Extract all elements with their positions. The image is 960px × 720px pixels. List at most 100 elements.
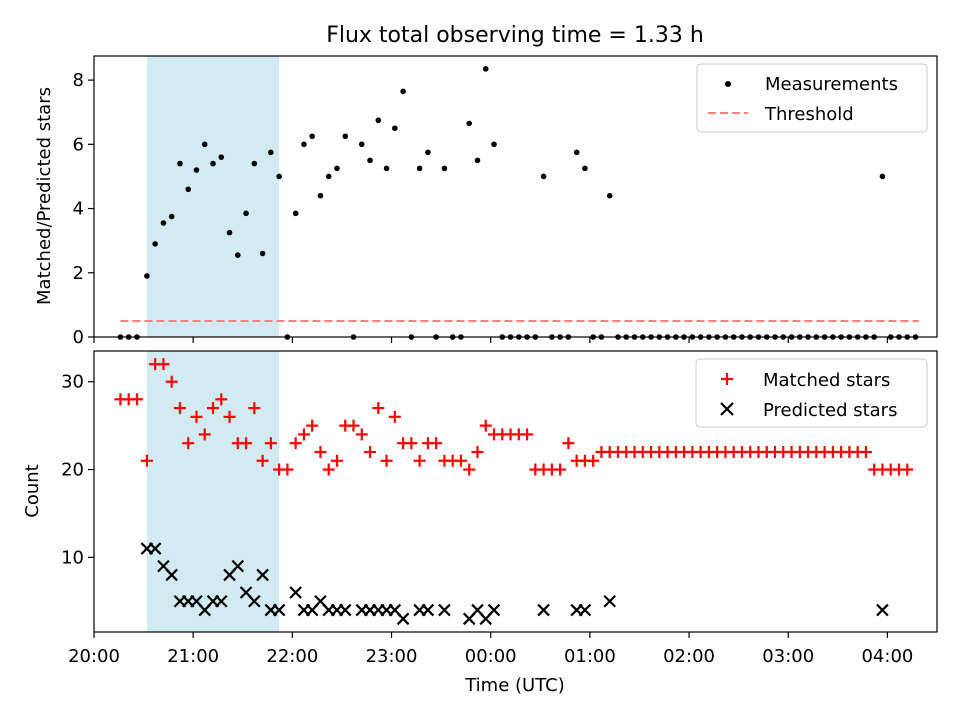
measurement-point	[334, 165, 340, 172]
predicted-star-point	[603, 594, 616, 608]
bottom-panel: 10 20 30 20:00 21:00 22:00 23:00 00:00 01:00 02:…	[22, 350, 938, 696]
matched-star-point	[306, 419, 319, 432]
measurement-point	[317, 192, 324, 199]
top-legend-box	[696, 63, 928, 133]
measurement-point	[540, 173, 547, 180]
predicted-star-point	[289, 586, 302, 599]
matched-star-point	[463, 463, 476, 476]
matched-star-point	[521, 428, 534, 441]
legend-threshold-label: Threshold	[764, 104, 854, 125]
matched-star-point	[264, 437, 277, 450]
measurement-point	[218, 154, 225, 160]
measurement-point	[235, 252, 241, 258]
top-x-ticks	[93, 337, 889, 343]
measurement-point	[309, 133, 315, 140]
predicted-star-point	[876, 603, 889, 617]
measurement-point	[573, 149, 580, 156]
matched-star-point	[901, 463, 914, 476]
predicted-star-point	[248, 594, 261, 608]
matched-star-point	[364, 445, 377, 458]
y-tick-label: 10	[61, 547, 84, 568]
matched-star-point	[215, 393, 228, 406]
matched-star-point	[289, 437, 302, 450]
matched-star-point	[454, 454, 467, 467]
y-tick-label: 6	[73, 134, 84, 155]
legend-predicted-label: Predicted stars	[763, 400, 897, 421]
legend-measurements-marker	[725, 81, 731, 87]
y-tick-label: 30	[61, 372, 84, 393]
measurement-point	[482, 66, 489, 72]
x-tick-label: 20:00	[68, 646, 120, 667]
matched-star-point	[173, 402, 186, 415]
measurement-point	[416, 165, 423, 172]
measurement-point	[185, 186, 192, 193]
predicted-star-point	[338, 603, 352, 617]
measurement-point	[210, 160, 216, 167]
measurement-point	[606, 192, 613, 199]
predicted-star-point	[272, 603, 286, 617]
matched-star-point	[248, 402, 261, 415]
matched-star-point	[413, 454, 426, 467]
matched-star-point	[198, 428, 211, 441]
measurement-point	[259, 250, 266, 257]
measurement-point	[251, 160, 258, 167]
matched-star-point	[297, 428, 310, 441]
bottom-x-ticks: 20:00 21:00 22:00 23:00 00:00 01:00 02:00 03:00…	[68, 632, 913, 667]
bottom-x-axis-label: Time (UTC)	[464, 675, 565, 696]
measurement-point	[582, 165, 588, 172]
measurement-point	[425, 149, 431, 156]
predicted-star-point	[537, 603, 550, 617]
measurement-point	[301, 141, 307, 148]
predicted-star-point	[396, 612, 410, 626]
matched-star-point	[314, 445, 327, 458]
matched-star-point	[372, 402, 385, 415]
measurement-point	[375, 117, 382, 124]
matched-star-point	[430, 437, 443, 450]
bottom-shaded-region	[146, 351, 280, 632]
measurement-point	[400, 88, 406, 95]
predicted-star-point	[438, 603, 451, 617]
legend-matched-label: Matched stars	[763, 370, 890, 391]
matched-star-point	[471, 445, 484, 458]
x-tick-label: 02:00	[663, 646, 715, 667]
y-tick-label: 2	[73, 263, 84, 284]
measurement-point	[177, 160, 183, 167]
measurement-point	[879, 173, 886, 180]
measurement-point	[152, 241, 158, 247]
legend-predicted-marker	[720, 402, 734, 416]
measurement-point	[392, 125, 398, 132]
matched-star-point	[479, 419, 492, 432]
x-tick-label: 23:00	[366, 646, 418, 667]
matched-star-point	[562, 437, 575, 450]
measurement-point	[201, 141, 208, 148]
bottom-y-axis-label: Count	[22, 464, 43, 517]
bottom-predicted-stars	[140, 542, 889, 626]
predicted-star-point	[165, 568, 178, 582]
matched-star-point	[165, 375, 178, 388]
measurement-point	[383, 165, 390, 172]
measurement-point	[243, 210, 249, 217]
matched-star-point	[347, 419, 360, 432]
legend-matched-marker	[721, 373, 733, 385]
y-tick-label: 0	[73, 327, 84, 348]
matched-star-point	[182, 437, 195, 450]
figure-title: Flux total observing time = 1.33 h	[326, 23, 704, 48]
top-y-ticks: 0 2 4 6 8	[73, 70, 94, 348]
matched-star-point	[405, 437, 418, 450]
y-tick-label: 4	[73, 199, 84, 220]
bottom-matched-stars	[114, 358, 914, 476]
measurement-point	[367, 157, 373, 164]
predicted-star-point	[578, 603, 592, 617]
top-plot-frame	[93, 55, 938, 338]
measurement-point	[268, 149, 274, 156]
top-shaded-region	[146, 56, 280, 337]
matched-star-point	[281, 463, 294, 476]
matched-star-point	[587, 454, 600, 467]
measurement-point	[144, 273, 150, 279]
legend-measurements-label: Measurements	[765, 74, 898, 95]
predicted-star-point	[421, 603, 435, 617]
matched-star-point	[256, 454, 269, 467]
predicted-star-point	[256, 568, 269, 582]
x-tick-label: 01:00	[564, 646, 616, 667]
